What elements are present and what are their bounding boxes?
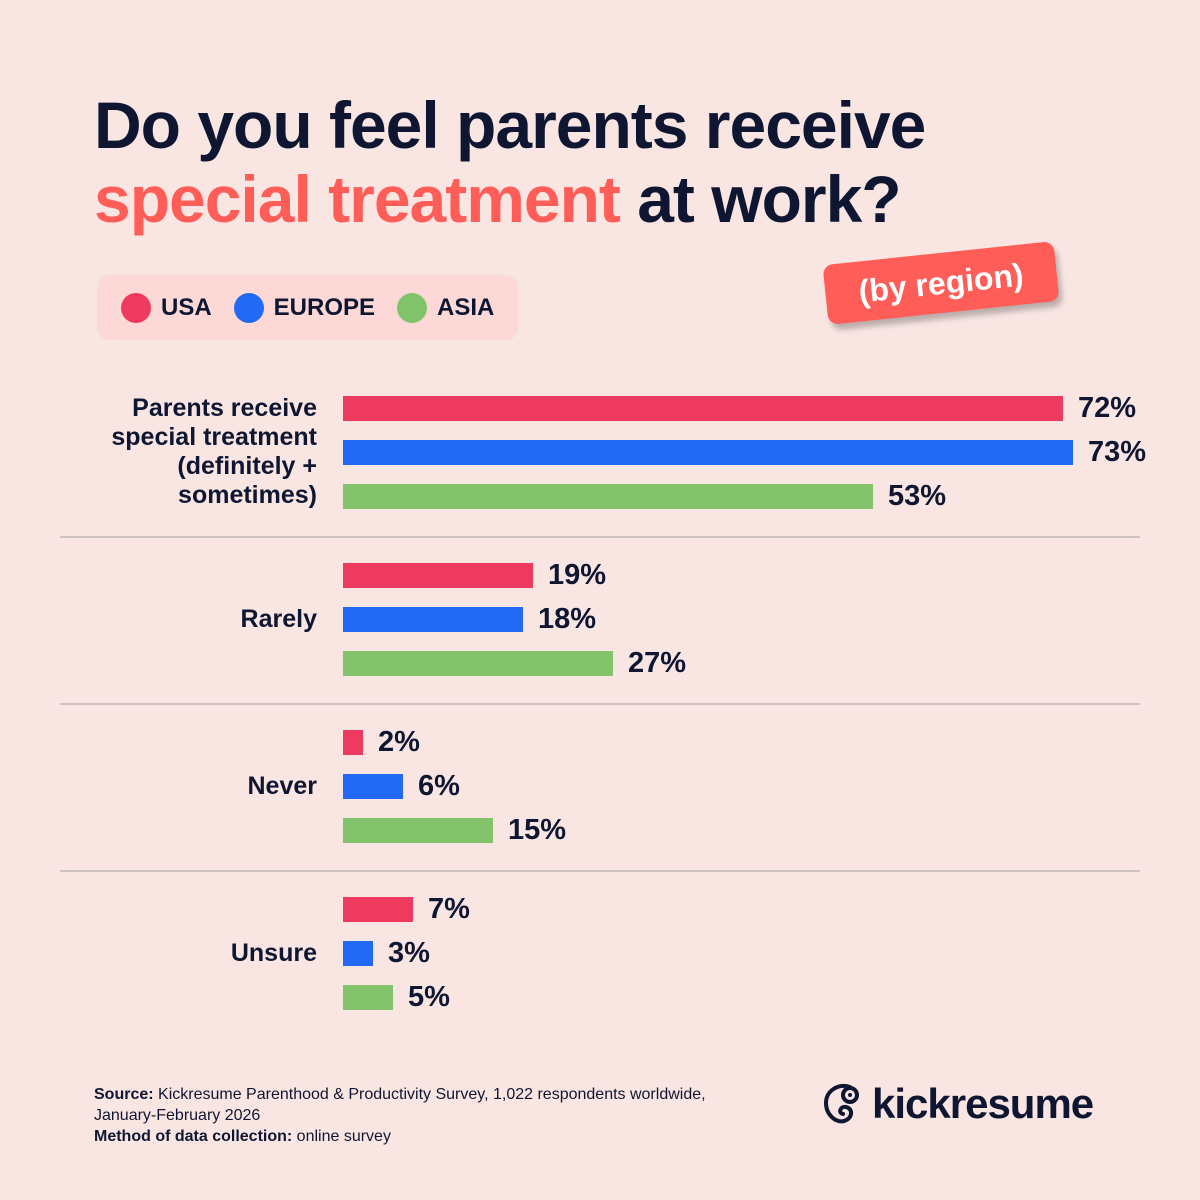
bar-usa <box>343 396 1063 421</box>
logo-text: kickresume <box>872 1080 1094 1127</box>
group-divider <box>60 870 1140 872</box>
legend: USA EUROPE ASIA <box>97 275 518 340</box>
bar-usa <box>343 730 363 755</box>
category-label: Never <box>247 771 318 800</box>
bar-usa <box>343 897 413 922</box>
value-label: 73% <box>1088 436 1147 468</box>
category-label: Unsure <box>230 938 317 967</box>
bar-europe <box>343 941 373 966</box>
value-label: 18% <box>538 603 597 635</box>
bar-europe <box>343 607 523 632</box>
category-label: Parents receive special treatment (defin… <box>111 394 317 509</box>
value-label: 15% <box>508 814 567 846</box>
bar-asia <box>343 484 873 509</box>
method-text: online survey <box>292 1128 391 1145</box>
value-label: 53% <box>888 480 947 512</box>
value-label: 2% <box>378 726 420 758</box>
legend-dot-icon <box>121 292 151 323</box>
legend-dot-icon <box>233 292 264 323</box>
value-label: 3% <box>388 937 430 969</box>
by-region-badge: (by region) <box>822 241 1060 325</box>
category-label: Rarely <box>240 604 317 633</box>
title-accent: special treatment <box>94 162 621 236</box>
source-text: Kickresume Parenthood & Productivity Sur… <box>153 1086 706 1103</box>
legend-label: ASIA <box>437 293 495 321</box>
bar-asia <box>343 985 393 1010</box>
bar-europe <box>343 440 1073 465</box>
group-divider <box>60 703 1140 705</box>
bar-asia <box>343 651 613 676</box>
title-rest: at work? <box>619 162 901 236</box>
source-label: Source: <box>94 1086 154 1103</box>
title-line1: Do you feel parents receive <box>94 88 926 162</box>
legend-item-europe: EUROPE <box>233 292 376 323</box>
source-dates: January-February 2026 <box>94 1107 261 1124</box>
value-label: 6% <box>418 770 460 802</box>
value-label: 5% <box>408 981 450 1013</box>
bar-europe <box>343 774 403 799</box>
kickresume-chameleon-icon <box>823 1084 859 1124</box>
value-label: 27% <box>628 647 687 679</box>
legend-label: EUROPE <box>273 293 376 321</box>
value-label: 72% <box>1078 392 1137 424</box>
bar-asia <box>343 818 493 843</box>
chart-title: Do you feel parents receive special trea… <box>94 88 926 236</box>
legend-item-usa: USA <box>121 292 212 323</box>
legend-item-asia: ASIA <box>397 292 495 323</box>
bar-usa <box>343 563 533 588</box>
legend-dot-icon <box>397 292 428 323</box>
kickresume-logo: kickresume <box>820 1080 1094 1128</box>
group-divider <box>60 536 1140 538</box>
value-label: 19% <box>548 559 607 591</box>
legend-label: USA <box>161 293 212 321</box>
footer-source: Source: Kickresume Parenthood & Producti… <box>94 1084 706 1147</box>
value-label: 7% <box>428 893 470 925</box>
method-label: Method of data collection: <box>94 1128 293 1145</box>
